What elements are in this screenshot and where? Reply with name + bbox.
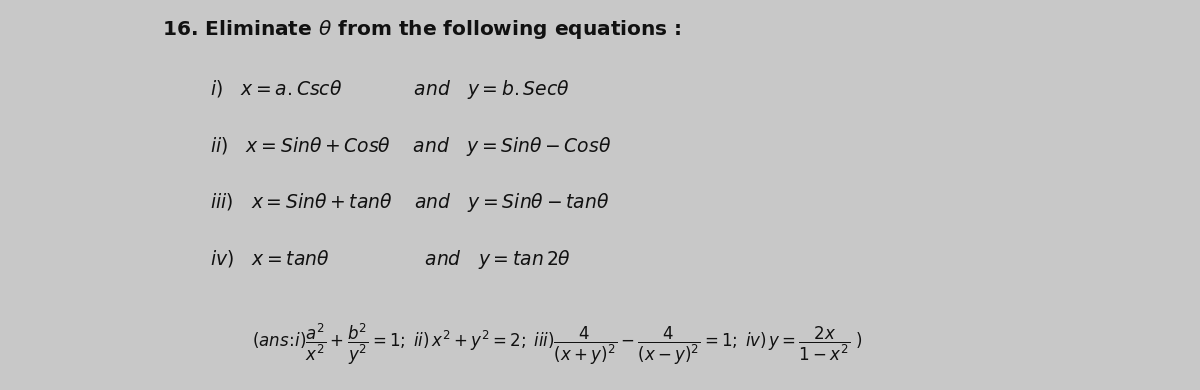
Text: 16. Eliminate $\theta$ from the following equations :: 16. Eliminate $\theta$ from the followin…	[162, 18, 682, 41]
Text: $i) \quad x = a.Csc\theta \qquad\qquad and \quad y = b.Sec\theta$: $i) \quad x = a.Csc\theta \qquad\qquad a…	[210, 78, 570, 101]
Text: $ii) \quad x = Sin\theta + Cos\theta \quad\; and \quad y = Sin\theta - Cos\theta: $ii) \quad x = Sin\theta + Cos\theta \qu…	[210, 135, 611, 158]
Text: $(ans\!:\!i)\dfrac{a^2}{x^2}+\dfrac{b^2}{y^2}=1;\; ii)\,x^2+y^2=2;\; iii)\dfrac{: $(ans\!:\!i)\dfrac{a^2}{x^2}+\dfrac{b^2}…	[252, 322, 862, 367]
Text: $iv) \quad x = tan\theta \qquad\qquad\quad\; and \quad y = tan\,2\theta$: $iv) \quad x = tan\theta \qquad\qquad\qu…	[210, 248, 571, 271]
Text: $iii) \quad x = Sin\theta + tan\theta \quad\; and \quad y = Sin\theta - tan\thet: $iii) \quad x = Sin\theta + tan\theta \q…	[210, 191, 610, 214]
